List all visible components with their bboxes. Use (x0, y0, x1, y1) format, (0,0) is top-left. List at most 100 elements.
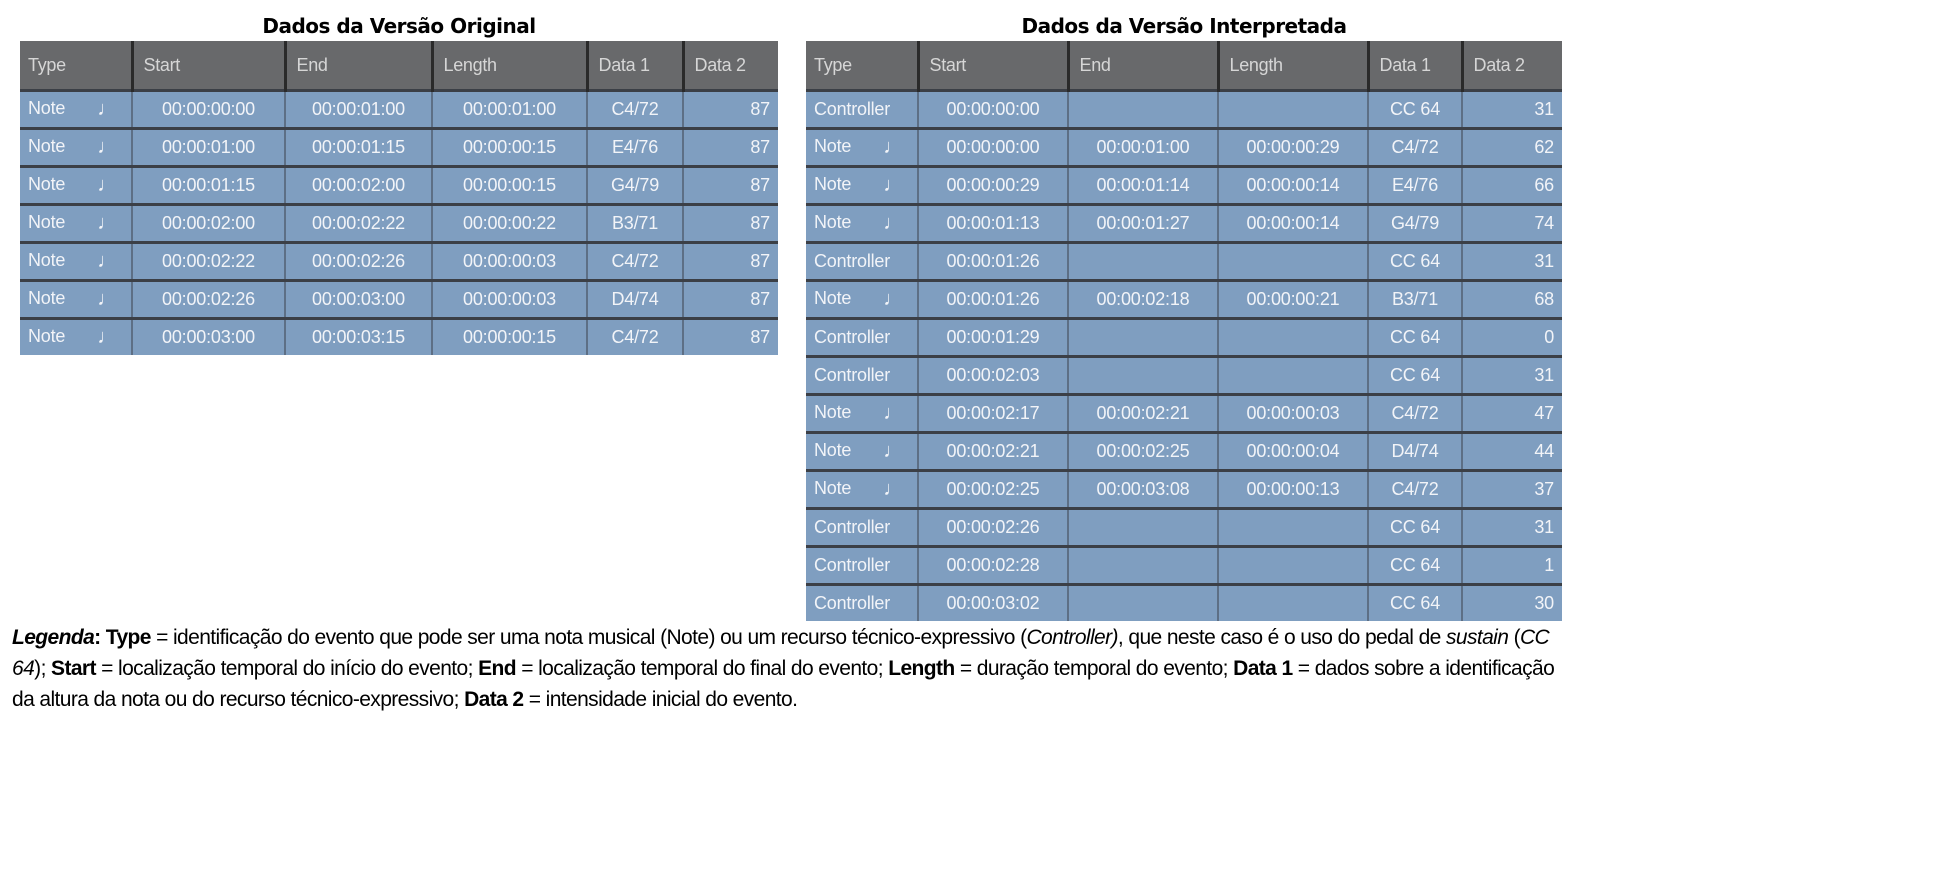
table-row: Note ♩ 00:00:02:21 00:00:02:25 00:00:00:04 D4… (806, 431, 1562, 471)
cell-start: 00:00:01:00 (131, 127, 285, 167)
table-row: Note ♩ 00:00:03:00 00:00:03:15 00:00:00:15 C4… (20, 317, 778, 355)
cell-data2: 31 (1461, 89, 1562, 129)
table-row: Note ♩ 00:00:00:00 00:00:01:00 00:00:00:29 C4… (806, 127, 1562, 167)
cell-data1: E4/76 (586, 127, 683, 167)
cell-length: 00:00:00:03 (1217, 393, 1368, 433)
table-header-row: Type Start End Length Data 1 Data 2 (20, 41, 778, 91)
table-row: Note ♩ 00:00:02:17 00:00:02:21 00:00:00:03 C4… (806, 393, 1562, 433)
legend-text: sustain (1445, 626, 1509, 649)
cell-end (1067, 317, 1218, 357)
cell-data2: 30 (1461, 583, 1562, 621)
column-header-data2: Data 2 (1460, 41, 1562, 91)
cell-start: 00:00:01:13 (917, 203, 1068, 243)
cell-start: 00:00:01:26 (917, 241, 1068, 281)
original-events-table: Type Start End Length Data 1 Data 2 Note ♩ 00:0… (20, 41, 778, 355)
table-row: Note ♩ 00:00:01:26 00:00:02:18 00:00:00:21 B3… (806, 279, 1562, 319)
cell-end: 00:00:02:18 (1067, 279, 1218, 319)
quarter-note-icon: ♩ (97, 174, 117, 196)
cell-data2: 87 (682, 127, 778, 167)
cell-type: Note ♩ (806, 279, 918, 319)
cell-end: 00:00:03:08 (1067, 469, 1218, 509)
cell-data1: CC 64 (1367, 89, 1462, 129)
cell-data2: 87 (682, 89, 778, 129)
figure-legend: Legenda: Type = identificação do evento … (12, 622, 1572, 715)
cell-type: Controller (806, 89, 918, 129)
quarter-note-icon: ♩ (883, 478, 903, 500)
quarter-note-icon: ♩ (883, 288, 903, 310)
cell-type: Controller (806, 583, 918, 621)
quarter-note-icon: ♩ (97, 136, 117, 158)
cell-data1: G4/79 (1367, 203, 1462, 243)
cell-start: 00:00:00:00 (917, 89, 1068, 129)
cell-length (1217, 317, 1368, 357)
cell-length: 00:00:00:22 (431, 203, 587, 243)
cell-end: 00:00:02:21 (1067, 393, 1218, 433)
legend-text: End (478, 657, 516, 680)
table-row: Note ♩ 00:00:02:26 00:00:03:00 00:00:00:03 D4… (20, 279, 778, 319)
legend-text: Controller) (1026, 626, 1118, 649)
cell-data1: C4/72 (1367, 127, 1462, 167)
legend-text: Data 2 (464, 688, 524, 711)
interpreted-events-table: Type Start End Length Data 1 Data 2 Controlle… (806, 41, 1562, 621)
legend-text: ); (34, 657, 52, 680)
cell-data2: 31 (1461, 241, 1562, 281)
cell-data1: C4/72 (1367, 469, 1462, 509)
quarter-note-icon: ♩ (97, 250, 117, 272)
cell-type: Note ♩ (806, 431, 918, 471)
quarter-note-icon: ♩ (883, 440, 903, 462)
cell-length (1217, 241, 1368, 281)
cell-end: 00:00:01:27 (1067, 203, 1218, 243)
cell-data2: 47 (1461, 393, 1562, 433)
cell-type: Note ♩ (806, 393, 918, 433)
cell-type: Note ♩ (806, 127, 918, 167)
cell-length: 00:00:00:04 (1217, 431, 1368, 471)
interpreted-table-title: Dados da Versão Interpretada (1021, 14, 1348, 38)
cell-length: 00:00:00:15 (431, 317, 587, 355)
column-header-start: Start (916, 41, 1068, 91)
quarter-note-icon: ♩ (97, 326, 117, 348)
cell-data2: 31 (1461, 355, 1562, 395)
cell-start: 00:00:00:29 (917, 165, 1068, 205)
cell-type: Note ♩ (20, 89, 132, 129)
cell-end: 00:00:02:26 (284, 241, 432, 281)
cell-end: 00:00:02:00 (284, 165, 432, 205)
table-row: Note ♩ 00:00:00:00 00:00:01:00 00:00:01:00 C4… (20, 89, 778, 129)
cell-data2: 87 (682, 203, 778, 243)
cell-length: 00:00:00:14 (1217, 165, 1368, 205)
legend-text: Legenda (12, 626, 95, 649)
legend-text: Length (888, 657, 955, 680)
cell-end (1067, 545, 1218, 585)
table-row: Note ♩ 00:00:02:22 00:00:02:26 00:00:00:03 C4… (20, 241, 778, 281)
quarter-note-icon: ♩ (97, 288, 117, 310)
cell-type: Note ♩ (806, 203, 918, 243)
cell-length: 00:00:00:13 (1217, 469, 1368, 509)
cell-data2: 1 (1461, 545, 1562, 585)
cell-start: 00:00:02:25 (917, 469, 1068, 509)
legend-text: Data 1 (1233, 657, 1293, 680)
table-row: Controller 00:00:02:28 CC 64 1 (806, 545, 1562, 585)
cell-data1: CC 64 (1367, 317, 1462, 357)
cell-type: Note ♩ (20, 317, 132, 355)
cell-start: 00:00:02:26 (131, 279, 285, 319)
cell-start: 00:00:02:22 (131, 241, 285, 281)
cell-start: 00:00:02:21 (917, 431, 1068, 471)
cell-end (1067, 355, 1218, 395)
table-row: Note ♩ 00:00:02:25 00:00:03:08 00:00:00:13 C4… (806, 469, 1562, 509)
cell-length (1217, 89, 1368, 129)
cell-data2: 87 (682, 317, 778, 355)
cell-end (1067, 89, 1218, 129)
cell-end (1067, 583, 1218, 621)
column-header-start: Start (130, 41, 285, 91)
cell-data2: 87 (682, 279, 778, 319)
cell-end: 00:00:01:00 (284, 89, 432, 129)
table-row: Note ♩ 00:00:00:29 00:00:01:14 00:00:00:14 E4… (806, 165, 1562, 205)
table-header-row: Type Start End Length Data 1 Data 2 (806, 41, 1562, 91)
cell-length: 00:00:00:03 (431, 241, 587, 281)
column-header-type: Type (806, 41, 918, 91)
cell-data2: 62 (1461, 127, 1562, 167)
legend-text: : (94, 626, 106, 649)
cell-data2: 68 (1461, 279, 1562, 319)
cell-data1: D4/74 (1367, 431, 1462, 471)
legend-text: Type (105, 626, 152, 649)
legend-text: = intensidade inicial do evento. (523, 688, 798, 711)
